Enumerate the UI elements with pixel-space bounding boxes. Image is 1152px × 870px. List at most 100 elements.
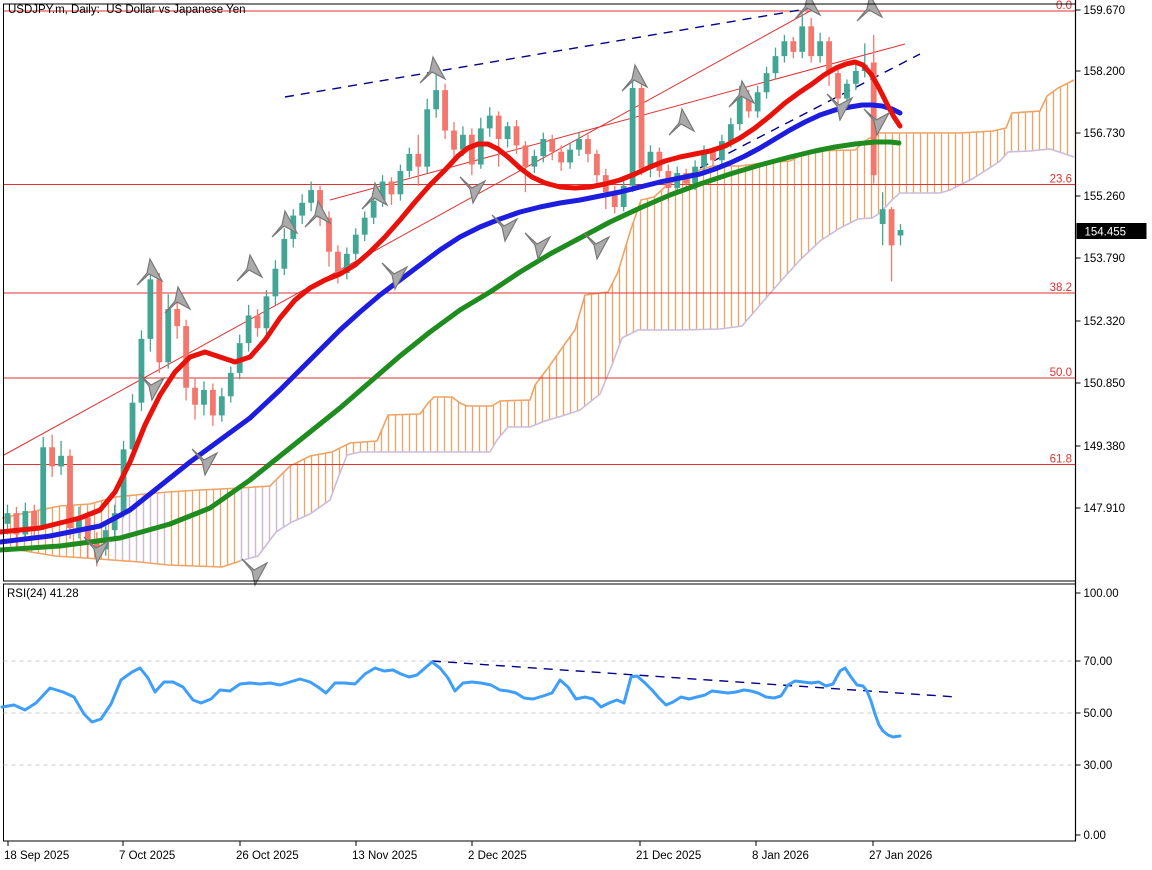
candle [129,394,136,458]
rsi-axis-label: 70.00 [1084,656,1113,668]
candle [31,504,38,537]
candle [406,147,413,178]
candle [397,164,404,201]
candle [638,81,645,176]
y-axis-label: 158.200 [1084,66,1126,78]
y-axis-label: 153.790 [1084,253,1126,265]
signal-arrow-down-icon [583,232,611,261]
candle [49,434,56,478]
signal-arrow-down-icon [191,448,219,477]
candle [67,449,73,539]
rsi-axis-label: 100.00 [1084,588,1119,600]
signal-arrow-up-icon [236,253,264,282]
signal-arrow-up-icon [621,63,649,92]
candle [138,330,145,412]
signal-arrow-up-icon [304,199,332,228]
rsi-axis-label: 0.00 [1084,830,1106,842]
signal-arrow-up-icon [136,257,164,286]
candle [647,145,654,178]
candle [174,300,181,339]
current-price-badge: 154.455 [1076,223,1147,239]
ma-slow-line [0,139,902,553]
candle [888,207,895,282]
chart-title: USDJPY.m, Daily: US Dollar vs Japanese Y… [8,4,246,16]
signal-arrow-up-icon [271,209,299,238]
candle [227,366,234,403]
rsi-dashed-trendline[interactable] [431,660,957,698]
candle [576,132,582,157]
trendline[interactable] [329,43,906,201]
candle [156,272,163,373]
fib-level-label: 0.0 [1056,0,1072,12]
signal-arrow-down-icon [381,262,409,291]
signal-arrow-down-icon [241,558,269,587]
candle [299,194,306,225]
x-axis-label: 13 Nov 2025 [352,850,417,862]
candle [111,504,118,539]
signal-arrow-down-icon [863,108,891,137]
candle [585,134,591,163]
candle [451,122,457,161]
x-axis-label: 26 Oct 2025 [236,850,299,862]
candle [772,47,779,80]
candle [254,309,261,337]
fib-level-label: 23.6 [1050,174,1072,186]
signal-arrow-up-icon [794,0,822,20]
fib-level-label: 50.0 [1050,367,1072,379]
signal-arrow-down-icon [83,536,111,565]
ichimoku-cloud-bearish [240,466,292,561]
candle [611,185,618,214]
candle [567,143,573,169]
svg-text:154.455: 154.455 [1085,227,1127,239]
signal-arrow-down-icon [826,93,854,122]
candle [790,36,797,59]
candle [558,145,565,171]
candle [799,13,806,59]
candle [826,36,832,86]
candle [218,387,225,422]
signal-arrow-down-icon [491,214,519,243]
x-axis-label: 21 Dec 2025 [636,850,701,862]
rsi-indicator-label: RSI(24) 41.28 [7,588,79,600]
fib-level-label: 61.8 [1050,454,1072,466]
candle [281,228,288,276]
candle [22,502,29,541]
y-axis-label: 150.850 [1084,378,1126,390]
candle [352,228,359,261]
candle [879,192,886,246]
y-axis-label: 156.730 [1084,128,1126,140]
y-axis-label: 149.380 [1084,441,1126,453]
trendline[interactable] [3,10,811,456]
candle [852,60,859,91]
rsi-axis-label: 50.00 [1084,708,1113,720]
candle [763,66,770,99]
x-axis-label: 2 Dec 2025 [468,850,527,862]
fib-level-label: 38.2 [1050,282,1072,294]
candle [58,440,64,475]
x-axis-label: 18 Sep 2025 [4,850,69,862]
candle [361,211,368,242]
ma-fast-line [0,59,903,535]
x-axis-label: 7 Oct 2025 [119,850,175,862]
rsi-line [0,660,902,739]
candle [388,177,395,205]
candle [817,32,824,63]
y-axis-label: 155.260 [1084,191,1126,203]
candle [424,98,431,174]
x-axis-label: 27 Jan 2026 [869,850,932,862]
candle [593,149,600,188]
candle [245,304,252,352]
candle [442,83,448,140]
candle [263,289,270,335]
candle [549,134,556,161]
signal-arrow-up-icon [164,285,192,314]
candle [40,436,47,531]
ma-mid-line [0,102,903,545]
x-axis-label: 8 Jan 2026 [752,850,809,862]
candle [468,128,475,176]
signal-arrow-up-icon [419,55,447,84]
signal-arrow-up-icon [728,79,756,108]
candle [620,179,627,212]
